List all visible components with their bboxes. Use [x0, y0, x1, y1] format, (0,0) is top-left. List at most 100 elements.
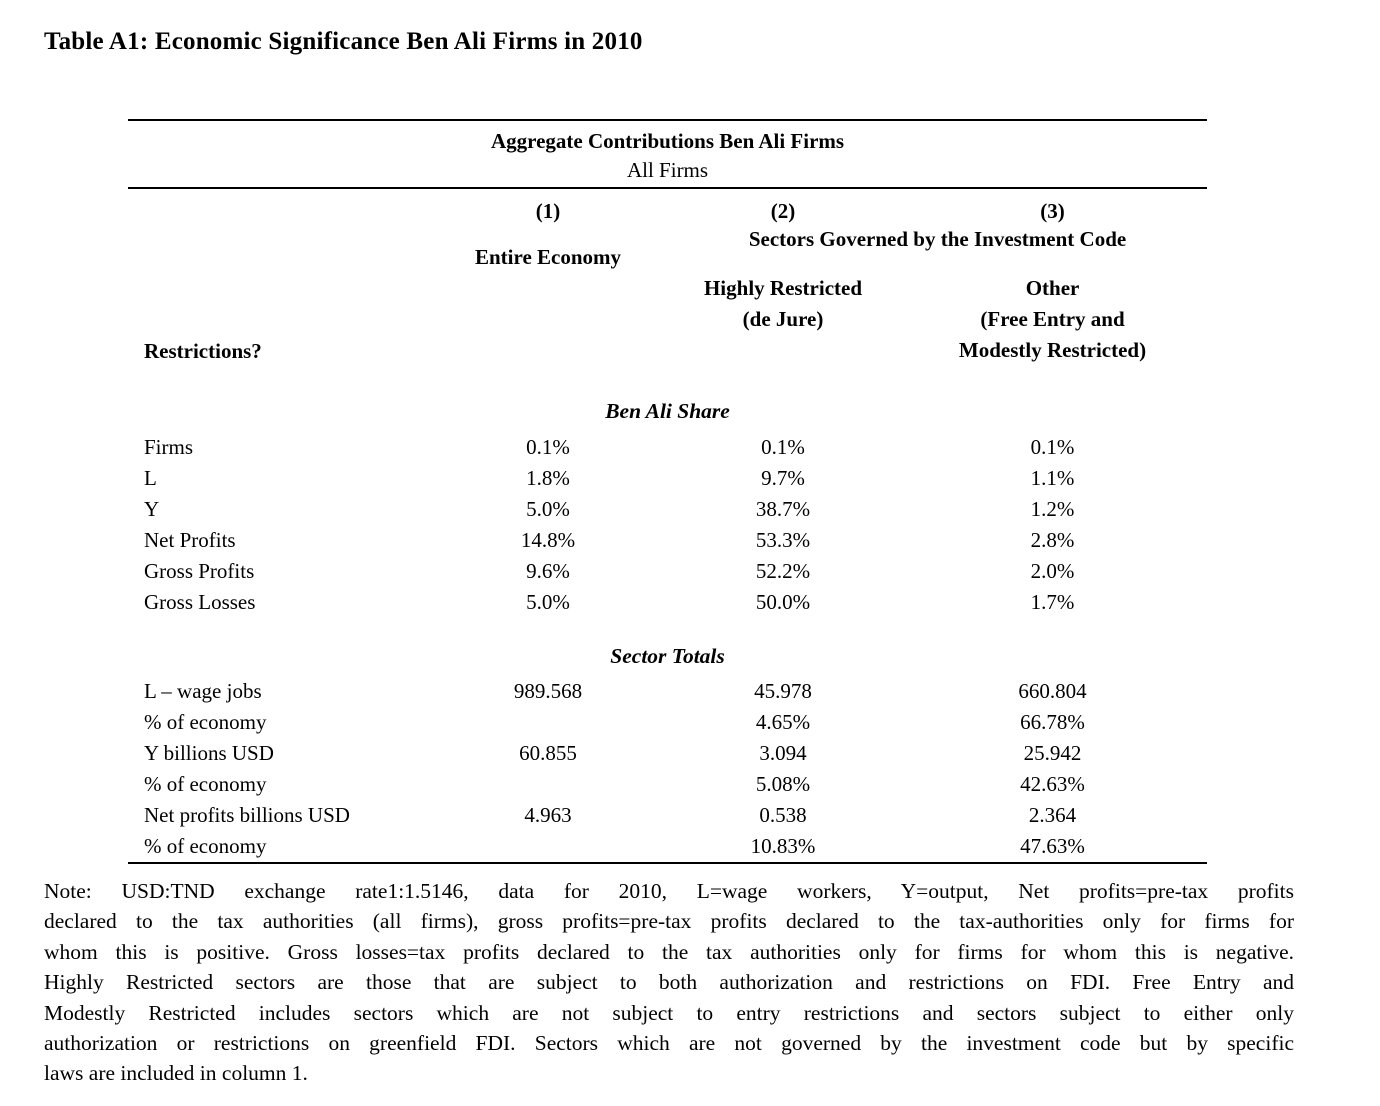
row-label: Gross Profits: [144, 559, 255, 583]
cell-value: 0.1%: [1030, 435, 1075, 459]
cell-value: 10.83%: [750, 834, 816, 858]
header-group-row: Aggregate Contributions Ben Ali Firms Al…: [128, 120, 1208, 189]
table-row-y: Y 5.0% 38.7% 1.2%: [128, 494, 1207, 525]
note-line: laws are included in column 1.: [44, 1061, 308, 1086]
cell-value: 38.7%: [755, 497, 811, 521]
table-row-net-profits: Net Profits 14.8% 53.3% 2.8%: [128, 525, 1207, 556]
header-group-subtitle: All Firms: [626, 158, 709, 182]
cell-value: 1.1%: [1030, 466, 1075, 490]
header-group-title: Aggregate Contributions Ben Ali Firms: [490, 129, 845, 153]
table-row-wage-jobs: L – wage jobs 989.568 45.978 660.804: [128, 676, 1207, 707]
cell-value: 0.1%: [761, 435, 805, 459]
cell-value: 989.568: [513, 679, 583, 703]
row-label: L – wage jobs: [144, 679, 262, 703]
cell-value: [428, 707, 668, 738]
cell-value: 5.08%: [755, 772, 811, 796]
economic-significance-table: Aggregate Contributions Ben Ali Firms Al…: [128, 119, 1208, 864]
cell-value: 0.1%: [526, 435, 570, 459]
cell-value: 45.978: [754, 679, 812, 703]
column-subtitle-highly-restricted: Highly Restricted (de Jure): [668, 273, 898, 366]
cell-value: 0.538: [759, 803, 807, 827]
note-line: authorization or restrictions on greenfi…: [44, 1031, 1294, 1056]
section-sector-totals: Sector Totals L – wage jobs 989.568 45.9…: [128, 618, 1207, 863]
cell-value: 4.963: [524, 803, 572, 827]
table-row-firms: Firms 0.1% 0.1% 0.1%: [128, 432, 1207, 463]
table-row-net-profits-billions: Net profits billions USD 4.963 0.538 2.3…: [128, 800, 1207, 831]
section-heading-row: Sector Totals: [128, 618, 1207, 676]
cell-value: 2.0%: [1030, 559, 1075, 583]
cell-value: 5.0%: [526, 497, 570, 521]
row-label: Net profits billions USD: [144, 803, 350, 827]
section-heading-sector-totals: Sector Totals: [610, 644, 725, 668]
cell-value: 66.78%: [1020, 710, 1085, 734]
cell-value: 53.3%: [755, 528, 811, 552]
stub-label-restrictions: Restrictions?: [144, 339, 262, 363]
column-number-1: (1): [535, 199, 561, 223]
cell-value: 2.8%: [1030, 528, 1075, 552]
cell-value: [428, 831, 668, 863]
other-line3: Modestly Restricted): [958, 338, 1147, 362]
cell-value: 3.094: [759, 741, 807, 765]
header-subtitles-row: Restrictions? Highly Restricted (de Jure…: [128, 273, 1207, 366]
note-line: Highly Restricted sectors are those that…: [44, 970, 1294, 995]
column-subtitle-other: Other (Free Entry and Modestly Restricte…: [898, 273, 1207, 366]
table-header: Aggregate Contributions Ben Ali Firms Al…: [128, 120, 1208, 366]
table-row-y-billions: Y billions USD 60.855 3.094 25.942: [128, 738, 1207, 769]
table-row-gross-losses: Gross Losses 5.0% 50.0% 1.7%: [128, 587, 1207, 618]
cell-value: 2.364: [1028, 803, 1077, 827]
table-row-pct-economy-y: % of economy 5.08% 42.63%: [128, 769, 1207, 800]
cell-value: 47.63%: [1020, 834, 1085, 858]
paper-page: Table A1: Economic Significance Ben Ali …: [0, 28, 1380, 1106]
other-line2: (Free Entry and: [980, 307, 1125, 331]
section-heading-row: Ben Ali Share: [128, 366, 1207, 432]
row-label: Net Profits: [144, 528, 236, 552]
header-column-titles-row: Entire Economy Sectors Governed by the I…: [128, 223, 1207, 273]
cell-value: [428, 769, 668, 800]
note-line: declared to the tax authorities (all fir…: [44, 909, 1294, 934]
cell-value: 5.0%: [526, 590, 570, 614]
row-label: L: [144, 466, 157, 490]
column-number-2: (2): [770, 199, 796, 223]
cell-value: 25.942: [1023, 741, 1082, 765]
header-column-numbers-row: (1) (2) (3): [128, 188, 1207, 223]
section-ben-ali-share: Ben Ali Share Firms 0.1% 0.1% 0.1% L 1.8…: [128, 366, 1207, 618]
cell-value: 4.65%: [755, 710, 811, 734]
cell-value: 14.8%: [520, 528, 576, 552]
row-label: Gross Losses: [144, 590, 256, 614]
note-line: Modestly Restricted includes sectors whi…: [44, 1000, 1294, 1025]
cell-value: 52.2%: [755, 559, 811, 583]
cell-value: 50.0%: [755, 590, 811, 614]
note-line: whom this is positive. Gross losses=tax …: [44, 939, 1294, 964]
page-title: Table A1: Economic Significance Ben Ali …: [44, 28, 643, 55]
column-number-3: (3): [1040, 199, 1065, 223]
section-heading-ben-ali-share: Ben Ali Share: [605, 399, 730, 423]
table-row-pct-economy-l: % of economy 4.65% 66.78%: [128, 707, 1207, 738]
cell-value: 42.63%: [1020, 772, 1085, 796]
row-label: Y billions USD: [144, 741, 274, 765]
column-title-investment-code: Sectors Governed by the Investment Code: [748, 227, 1127, 251]
cell-value: 1.7%: [1030, 590, 1075, 614]
table-note: Note: USD:TND exchange rate1:1.5146, dat…: [44, 876, 1294, 1089]
cell-value: 60.855: [519, 741, 577, 765]
other-line1: Other: [1025, 276, 1080, 300]
column-title-entire-economy: Entire Economy: [474, 245, 622, 269]
note-line: Note: USD:TND exchange rate1:1.5146, dat…: [44, 879, 1294, 903]
row-label: % of economy: [144, 772, 267, 796]
cell-value: 1.8%: [526, 466, 570, 490]
table-row-pct-economy-net-profits: % of economy 10.83% 47.63%: [128, 831, 1207, 863]
cell-value: 660.804: [1018, 679, 1087, 703]
cell-value: 1.2%: [1030, 497, 1075, 521]
header-empty-cell: [428, 273, 668, 366]
cell-value: 9.7%: [761, 466, 805, 490]
cell-value: 9.6%: [526, 559, 570, 583]
highly-restricted-line1: Highly Restricted: [703, 276, 863, 300]
header-stub-empty: [128, 188, 428, 223]
row-label: Firms: [144, 435, 194, 459]
table-row-l: L 1.8% 9.7% 1.1%: [128, 463, 1207, 494]
highly-restricted-line2: (de Jure): [742, 307, 824, 331]
row-label: % of economy: [144, 710, 267, 734]
table-row-gross-profits: Gross Profits 9.6% 52.2% 2.0%: [128, 556, 1207, 587]
row-label: Y: [144, 497, 160, 521]
header-stub-empty: [128, 223, 428, 273]
row-label: % of economy: [144, 834, 267, 858]
